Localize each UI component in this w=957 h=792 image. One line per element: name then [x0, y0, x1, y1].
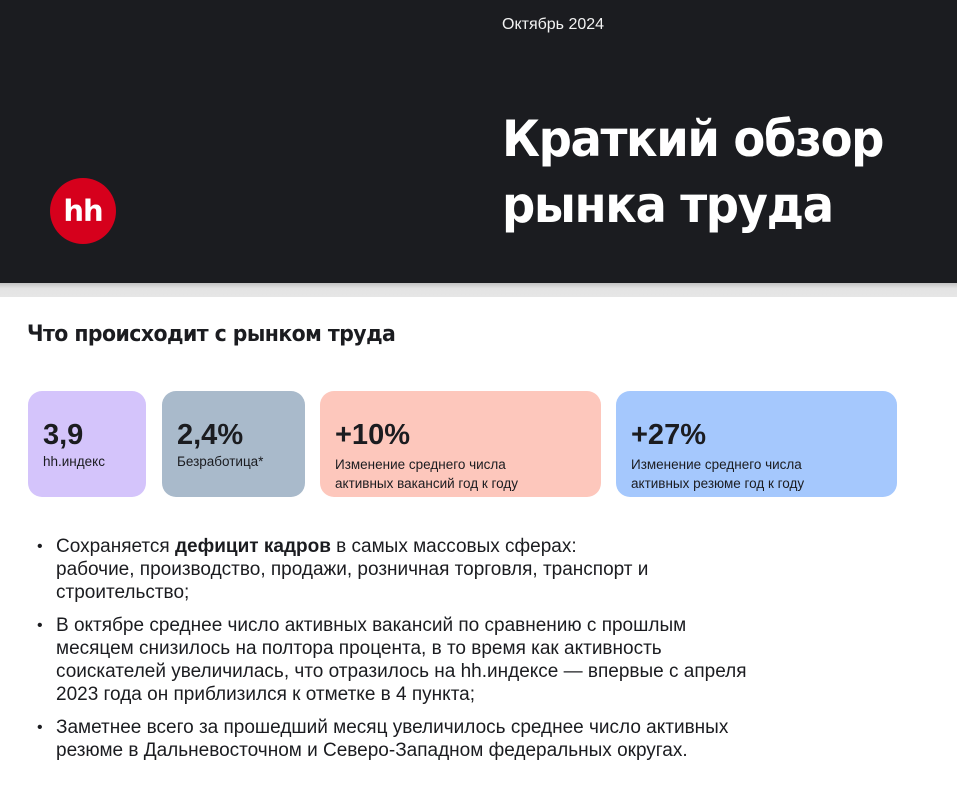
stat-label-line-1: Изменение среднего числа [631, 457, 802, 472]
stat-label-line-2: активных вакансий год к году [335, 476, 518, 491]
text: Сохраняется [56, 536, 175, 557]
header-banner: Октябрь 2024 hh Краткий обзор рынка труд… [0, 0, 957, 283]
bullet-icon: • [37, 538, 43, 555]
emphasis-text: дефицит кадров [174, 536, 331, 557]
list-item-line-1: Сохраняется дефицит кадров в самых массо… [56, 535, 854, 558]
list-item-line-1: Заметнее всего за прошедший месяц увелич… [56, 717, 729, 738]
report-title-line-1: Краткий обзор [502, 110, 884, 168]
list-item: • В октябре среднее число активных вакан… [34, 614, 854, 706]
report-title: Краткий обзор рынка труда [502, 106, 884, 238]
list-item-line-2: рабочие, производство, продажи, рознична… [56, 559, 649, 580]
stat-card-hh-index: 3,9 hh.индекс [28, 391, 146, 497]
stat-label: hh.индекс [43, 454, 105, 469]
stat-label-line-2: активных резюме год к году [631, 476, 805, 491]
report-title-line-2: рынка труда [502, 176, 834, 234]
report-date: Октябрь 2024 [502, 16, 605, 33]
stat-card-vacancies-change: +10% Изменение среднего числа активных в… [320, 391, 601, 497]
list-item-line-3: соискателей увеличилась, что отразилось … [56, 661, 747, 682]
bullet-icon: • [37, 719, 43, 736]
text: в самых массовых сферах: [330, 536, 577, 557]
stat-label-line-1: Изменение среднего числа [335, 457, 506, 472]
bullet-icon: • [37, 617, 43, 634]
list-item: • Заметнее всего за прошедший месяц увел… [34, 716, 854, 762]
stat-card-resumes-change: +27% Изменение среднего числа активных р… [616, 391, 897, 497]
stat-value: +27% [631, 419, 706, 451]
list-item: • Сохраняется дефицит кадров в самых мас… [34, 535, 854, 604]
key-points-list: • Сохраняется дефицит кадров в самых мас… [34, 535, 854, 772]
list-item-line-2: резюме в Дальневосточном и Северо-Западн… [56, 740, 688, 761]
list-item-line-4: 2023 года он приблизился к отметке в 4 п… [56, 684, 476, 705]
stat-value: 3,9 [43, 419, 84, 451]
stat-card-unemployment: 2,4% Безработица* [162, 391, 305, 497]
stat-label: Изменение среднего числа активных ваканс… [335, 455, 587, 493]
stat-value: 2,4% [177, 419, 244, 451]
stat-value: +10% [335, 419, 410, 451]
stat-label: Безработица* [177, 454, 264, 469]
list-item-line-3: строительство; [56, 582, 190, 603]
header-divider [0, 283, 957, 297]
hh-logo-icon: hh [50, 178, 116, 244]
list-item-line-1: В октябре среднее число активных ваканси… [56, 615, 687, 636]
list-item-line-2: месяцем снизилось на полтора процента, в… [56, 638, 662, 659]
section-title: Что происходит с рынком труда [27, 322, 396, 347]
stat-label: Изменение среднего числа активных резюме… [631, 455, 883, 493]
